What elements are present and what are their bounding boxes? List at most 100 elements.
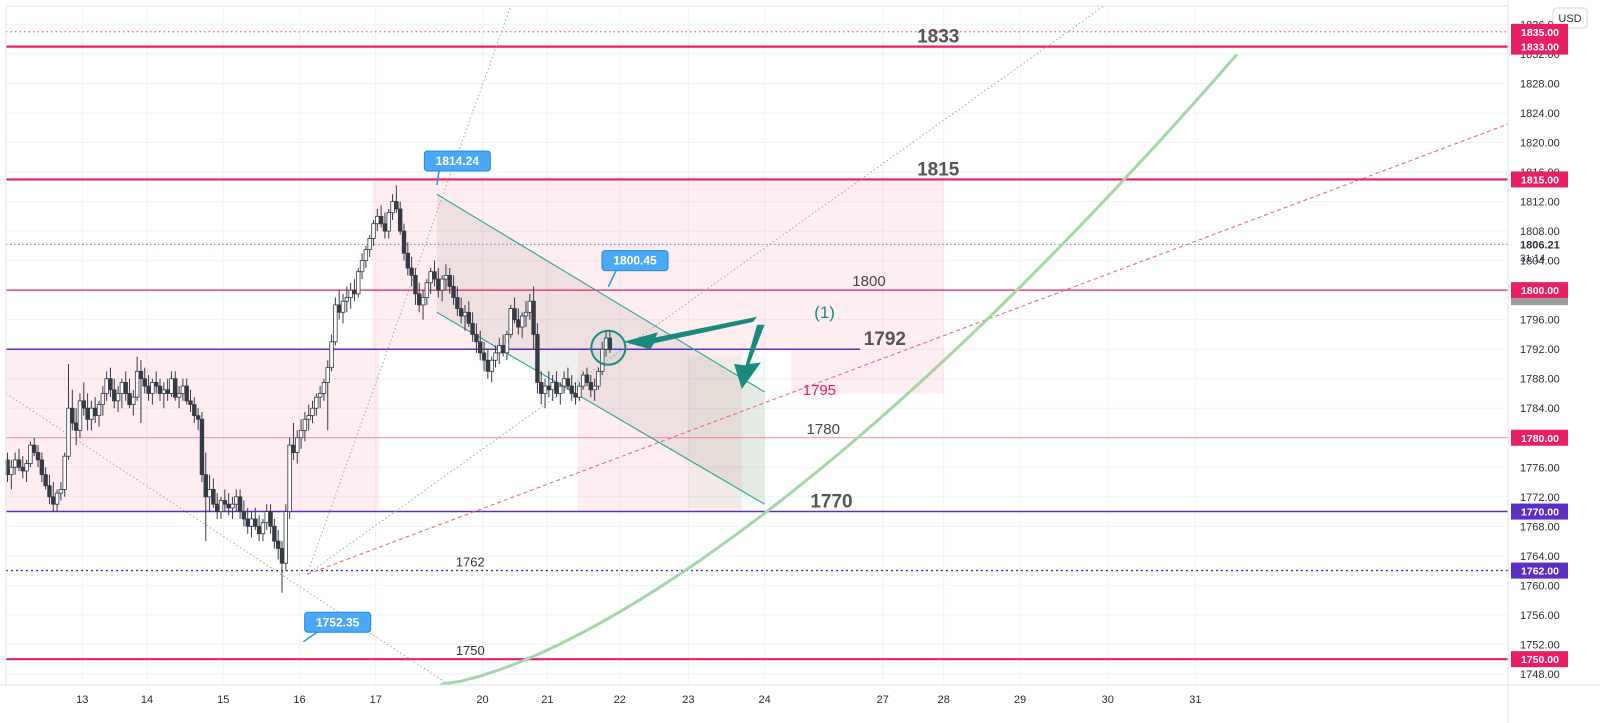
candle-body (66, 407, 71, 457)
candle-body (447, 274, 452, 287)
candle-body (28, 444, 33, 464)
candle-body (523, 311, 529, 317)
candle-body (295, 437, 300, 453)
candle-body (131, 396, 136, 405)
candle-body (531, 300, 536, 335)
candle-body (62, 455, 67, 490)
candle-body (58, 489, 64, 494)
price-tag-box (1511, 503, 1568, 520)
horizontal-levels[interactable]: 1833 1815 1800 1792 1780 1770 1762 1750 1795 (6, 27, 1508, 661)
candle-body (157, 385, 163, 394)
callout-label: 1814.24 (436, 154, 480, 168)
candle-body (485, 359, 491, 372)
candle-body (298, 429, 304, 439)
price-tag-box (1511, 23, 1568, 40)
candle-body (123, 382, 128, 394)
candle-body (70, 407, 75, 424)
price-axis-tags: 1835.00 1833.00 1815.00 1800.00 1780.00 1770.… (1511, 23, 1568, 668)
candle-body (478, 341, 483, 354)
candle-body (287, 444, 292, 512)
price-tag-label: 1770.00 (1521, 507, 1559, 519)
descending-dotted-line[interactable] (5, 393, 449, 685)
fib-fan-shallow-line[interactable] (306, 5, 1105, 575)
level-label-1792: 1792 (864, 329, 906, 350)
x-tick-label: 13 (76, 694, 88, 706)
countdown-label: 31:14 (1520, 253, 1545, 264)
candle-body (356, 271, 361, 295)
candle-body (81, 400, 86, 409)
annotation-label: (1) (814, 303, 835, 322)
candle-body (104, 378, 109, 394)
candle-body (359, 260, 365, 273)
fib-fan-steep-line[interactable] (306, 5, 512, 575)
candle-body (260, 522, 266, 535)
y-tick-label: 1784.00 (1520, 403, 1560, 415)
price-tag-label: 1833.00 (1521, 42, 1559, 54)
candle-body (481, 352, 487, 361)
candle-body (539, 382, 544, 394)
x-tick-label: 23 (682, 694, 694, 706)
candle-body (314, 396, 319, 409)
y-tick-label: 1748.00 (1520, 669, 1560, 681)
candle-body (268, 511, 273, 527)
candle-body (558, 385, 563, 394)
candle-body (352, 289, 357, 295)
candle-body (222, 500, 228, 505)
candle-body (234, 496, 239, 505)
candle-body (466, 311, 471, 324)
trend-lines[interactable] (5, 5, 1509, 686)
candle-body (508, 308, 513, 335)
x-tick-label: 20 (476, 694, 488, 706)
candle-body (580, 374, 586, 387)
candle-body (279, 548, 285, 564)
callout-pointer (607, 268, 618, 288)
candle-body (519, 315, 525, 328)
level-label-1780: 1780 (807, 421, 840, 438)
candle-body (542, 385, 548, 394)
candle-body (569, 385, 574, 394)
candle-body (378, 215, 384, 225)
candle-body (325, 367, 330, 383)
y-tick-label: 1776.00 (1520, 462, 1560, 474)
candle-body (390, 201, 395, 214)
candle-body (367, 238, 372, 250)
candle-body (20, 466, 25, 472)
candle-body (9, 466, 14, 476)
dashed-support-line[interactable] (306, 123, 1509, 575)
candle-body (405, 252, 411, 269)
arrow-left-icon[interactable] (623, 316, 757, 350)
price-candles (5, 185, 613, 593)
candle-body (142, 378, 147, 387)
candle-body (249, 518, 254, 527)
candle-body (600, 348, 605, 372)
callout-box[interactable] (423, 150, 491, 172)
candle-body (321, 382, 327, 394)
currency-button[interactable] (1552, 7, 1588, 29)
channel-upper-line[interactable] (436, 193, 765, 393)
callout-box[interactable] (601, 250, 669, 272)
price-tag-label: 1750.00 (1521, 654, 1559, 666)
channel-lower-line[interactable] (436, 311, 765, 505)
candle-body (12, 459, 18, 468)
highlight-circle[interactable] (590, 329, 627, 366)
candle-body (272, 525, 277, 542)
annotations[interactable]: (1) 1814.24 1800.45 1752.35 (302, 150, 835, 643)
candle-body (192, 404, 197, 417)
arrow-down-icon[interactable] (734, 324, 765, 389)
y-tick-label: 1768.00 (1520, 521, 1560, 533)
candle-body (462, 311, 468, 317)
callout-box[interactable] (304, 611, 372, 633)
level-label-1800: 1800 (852, 273, 885, 290)
green-curve[interactable] (440, 53, 1239, 686)
candle-body (35, 452, 41, 461)
candle-body (108, 378, 113, 391)
candle-body (112, 389, 117, 402)
candle-body (527, 300, 532, 313)
level-label-1815: 1815 (917, 159, 960, 180)
candle-body (596, 370, 601, 387)
candle-body (554, 382, 559, 394)
